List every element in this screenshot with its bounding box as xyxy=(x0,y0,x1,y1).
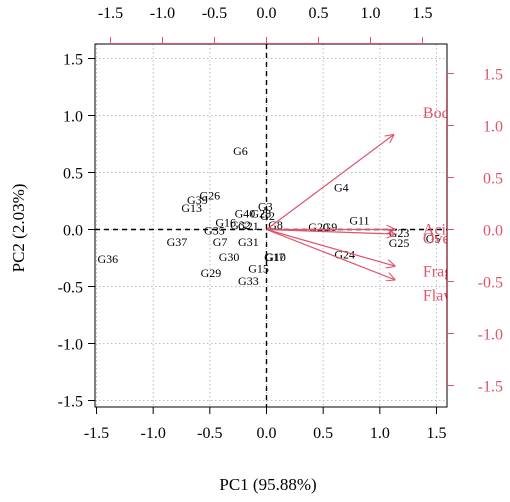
score-point-g29: G29 xyxy=(201,266,222,280)
y-axis-right: -1.5 -1.0 -0.5 0.0 0.5 1.0 1.5 xyxy=(447,67,503,396)
score-point-g6: G6 xyxy=(233,144,248,158)
x-axis-label: PC1 (95.88%) xyxy=(219,475,316,494)
y-axis-label: PC2 (2.03%) xyxy=(9,184,28,273)
x-tick-label: -1.5 xyxy=(84,425,109,442)
score-point-g28: G28 xyxy=(250,207,271,221)
loading-arrow-body xyxy=(266,135,394,230)
y-tick-label: 0.5 xyxy=(63,166,83,183)
x-tick-label: -0.5 xyxy=(197,425,222,442)
score-point-g8: G8 xyxy=(268,218,283,232)
score-point-g40: G40 xyxy=(235,207,256,221)
score-point-g15: G15 xyxy=(248,261,269,275)
score-point-g35: G35 xyxy=(204,224,225,238)
score-point-g3: G3 xyxy=(258,200,273,214)
x-tick-label: 0.5 xyxy=(313,425,333,442)
y-tick-label: -1.0 xyxy=(58,337,83,354)
right-tick-label: 1.0 xyxy=(483,119,503,136)
top-tick-label: 1.0 xyxy=(361,5,381,22)
right-tick-label: -0.5 xyxy=(478,275,503,292)
score-point-g32: G32 xyxy=(230,218,251,232)
x-tick-label: 0.0 xyxy=(257,425,277,442)
right-tick-label: -1.5 xyxy=(478,379,503,396)
y-tick-label: 1.0 xyxy=(63,109,83,126)
loading-arrow-flavor xyxy=(266,228,395,280)
x-tick-label: 1.5 xyxy=(426,425,446,442)
loading-label-fragrance: Fragrance xyxy=(423,264,487,281)
x-tick-label: -1.0 xyxy=(141,425,166,442)
x-axis-top: -1.5 -1.0 -0.5 0.0 0.5 1.0 1.5 xyxy=(98,5,433,44)
top-tick-label: -1.5 xyxy=(98,5,123,22)
score-point-g25: G25 xyxy=(389,236,410,250)
right-tick-label: -1.0 xyxy=(478,327,503,344)
loading-arrow-fragrance xyxy=(266,228,395,266)
loading-arrow-overall xyxy=(266,228,395,235)
top-tick-label: 0.0 xyxy=(257,5,277,22)
score-point-g36: G36 xyxy=(98,252,119,266)
loading-label-flavor: Flavor xyxy=(423,288,465,305)
score-point-g2: G2 xyxy=(260,209,275,223)
score-point-g9: G9 xyxy=(323,220,338,234)
loading-label-acidity: Acidity xyxy=(423,222,471,239)
score-point-g31: G31 xyxy=(238,235,259,249)
top-tick-label: 0.5 xyxy=(309,5,329,22)
right-tick-label: 1.5 xyxy=(483,67,503,84)
score-point-g37: G37 xyxy=(167,235,188,249)
score-point-g13: G13 xyxy=(181,201,202,215)
loading-label-overall: Overall_sc xyxy=(423,231,492,248)
score-point-g7: G7 xyxy=(213,235,228,249)
x-tick-label: 1.0 xyxy=(370,425,390,442)
y-tick-label: 0.0 xyxy=(63,223,83,240)
score-point-g21: G21 xyxy=(238,219,259,233)
top-tick-label: -0.5 xyxy=(202,5,227,22)
score-point-g30: G30 xyxy=(219,250,240,264)
score-point-g16: G16 xyxy=(215,216,236,230)
loading-label-body: Body xyxy=(423,105,458,122)
right-tick-label: 0.5 xyxy=(483,171,503,188)
top-tick-label: -1.0 xyxy=(150,5,175,22)
right-tick-label: 0.0 xyxy=(483,223,503,240)
y-tick-label: -0.5 xyxy=(58,280,83,297)
score-point-g33: G33 xyxy=(238,274,259,288)
y-tick-label: 1.5 xyxy=(63,52,83,69)
score-point-g17: G17 xyxy=(264,250,285,264)
score-point-g10: G10 xyxy=(265,250,286,264)
top-tick-label: 1.5 xyxy=(413,5,433,22)
score-point-g26: G26 xyxy=(199,188,220,202)
score-point-g4: G4 xyxy=(334,180,349,194)
score-point-g5: G5 xyxy=(426,232,441,246)
y-axis-left: -1.5 -1.0 -0.5 0.0 0.5 1.0 1.5 xyxy=(58,52,95,411)
y-tick-label: -1.5 xyxy=(58,394,83,411)
score-point-g11: G11 xyxy=(349,213,369,227)
x-axis-bottom: -1.5 -1.0 -0.5 0.0 0.5 1.0 1.5 xyxy=(84,406,446,442)
score-point-g39: G39 xyxy=(187,193,208,207)
